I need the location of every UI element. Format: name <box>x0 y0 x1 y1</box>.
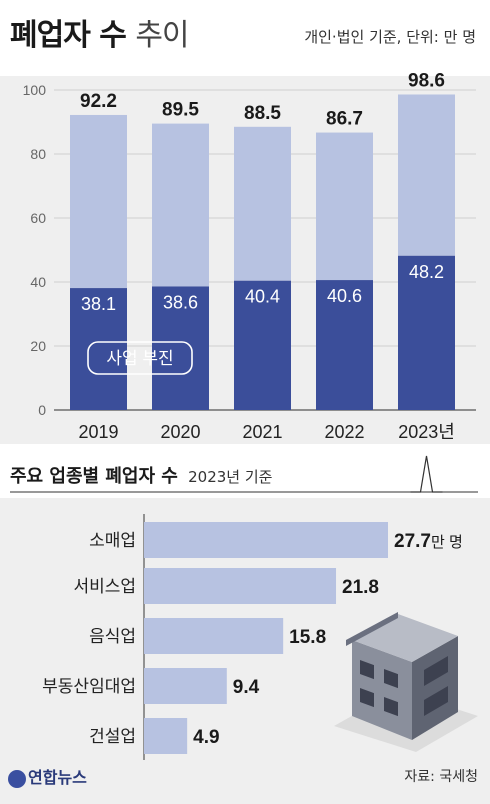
data-label-business-slump: 38.1 <box>81 294 116 314</box>
data-label-total: 98.6 <box>408 70 445 91</box>
industry-value-label: 27.7만 명 <box>394 531 463 552</box>
building-roof-edge <box>346 612 398 646</box>
logo-text: 연합뉴스 <box>28 768 87 787</box>
yonhap-logo-icon <box>8 769 26 788</box>
source-note: 자료: 국세청 <box>404 769 478 785</box>
data-label-business-slump: 38.6 <box>163 292 198 312</box>
bar-business-slump <box>398 255 455 410</box>
series-label-box <box>87 341 193 375</box>
title-bold-text: 폐업자 수 <box>10 18 127 53</box>
building-window <box>424 656 448 686</box>
series-label-business-slump: 사업 부진 <box>106 349 173 368</box>
industry-label: 부동산임대업 <box>42 677 136 696</box>
bar-business-slump <box>316 280 373 410</box>
industry-bar <box>144 618 284 654</box>
y-tick-label: 100 <box>23 82 47 98</box>
x-tick-label: 2020 <box>160 422 200 442</box>
data-label-business-slump: 48.2 <box>409 262 444 282</box>
bar-business-slump <box>70 288 127 410</box>
x-tick-label: 2019 <box>78 422 118 442</box>
industry-label: 서비스업 <box>73 577 136 596</box>
y-tick-label: 80 <box>30 146 46 162</box>
y-tick-label: 0 <box>38 402 46 418</box>
industry-bar <box>144 718 188 754</box>
industry-value-label: 9.4 <box>233 677 260 698</box>
bar-total-upper <box>234 126 291 281</box>
x-tick-label: 2021 <box>242 422 282 442</box>
building-window <box>424 686 448 716</box>
industry-label: 건설업 <box>89 727 136 746</box>
industry-chart-basis: 2023년 기준 <box>188 468 273 486</box>
industry-label: 음식업 <box>89 627 136 646</box>
x-tick-label: 2023년 <box>398 422 455 442</box>
bar-business-slump <box>152 286 209 410</box>
industry-chart-title: 주요 업종별 폐업자 수 2023년 기준 <box>10 462 272 488</box>
industry-bar <box>144 668 227 704</box>
value-unit: 만 명 <box>431 534 463 551</box>
bar-total-upper <box>152 123 209 287</box>
x-tick-label: 2022 <box>324 422 364 442</box>
y-tick-label: 60 <box>30 210 46 226</box>
building-window <box>360 687 374 708</box>
industry-value-label: 4.9 <box>193 727 219 748</box>
data-label-business-slump: 40.6 <box>327 286 362 306</box>
building-window <box>384 668 398 689</box>
callout-connector <box>410 455 443 493</box>
y-tick-label: 40 <box>30 274 46 290</box>
title-light-text: 추이 <box>135 18 189 53</box>
industry-bar <box>144 568 337 604</box>
industry-value-label: 15.8 <box>289 627 326 648</box>
building-illustration <box>334 612 478 752</box>
unit-note: 개인·법인 기준, 단위: 만 명 <box>304 28 476 46</box>
industry-bar <box>144 522 388 558</box>
industry-label: 소매업 <box>89 531 136 550</box>
yonhap-logo: 연합뉴스 <box>8 764 87 788</box>
bar-total-upper <box>316 132 373 281</box>
y-tick-label: 20 <box>30 338 46 354</box>
bar-total-upper <box>398 94 455 256</box>
data-label-total: 86.7 <box>326 109 363 130</box>
bar-total-upper <box>70 114 127 289</box>
data-label-total: 89.5 <box>162 100 199 121</box>
bar-business-slump <box>234 280 291 410</box>
page-title: 폐업자 수 추이 <box>10 10 190 54</box>
building-window <box>384 696 398 717</box>
data-label-total: 88.5 <box>244 103 281 124</box>
data-label-total: 92.2 <box>80 91 117 112</box>
data-label-business-slump: 40.4 <box>245 287 280 307</box>
building-window <box>360 659 374 680</box>
industry-value-label: 21.8 <box>342 577 379 598</box>
industry-chart-title-text: 주요 업종별 폐업자 수 <box>10 466 178 487</box>
